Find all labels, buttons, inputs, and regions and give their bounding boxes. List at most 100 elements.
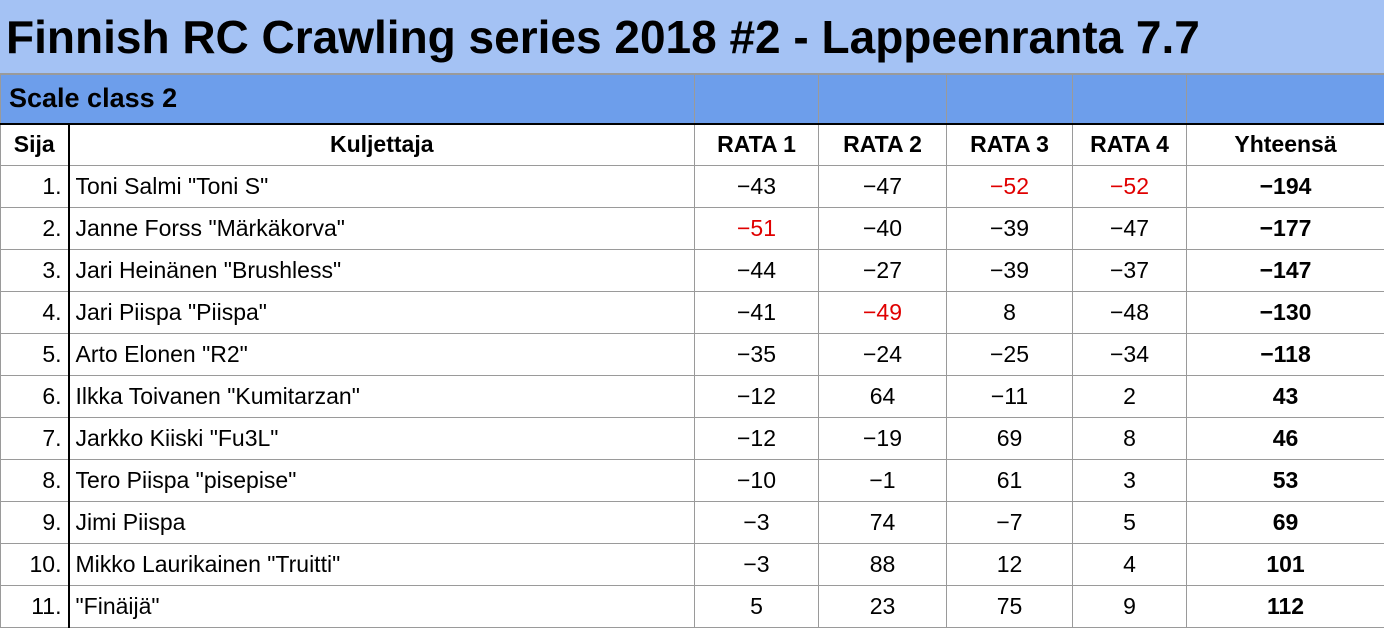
table-row: 1. Toni Salmi "Toni S" −43 −47 −52 −52 −194 bbox=[0, 165, 1384, 208]
driver-cell: Tero Piispa "pisepise" bbox=[68, 459, 695, 502]
driver-cell: Jarkko Kiiski "Fu3L" bbox=[68, 417, 695, 460]
class-row-cell bbox=[1072, 74, 1187, 125]
rata4-cell: 4 bbox=[1072, 543, 1187, 586]
total-cell: −177 bbox=[1186, 207, 1384, 250]
rata3-cell: 61 bbox=[946, 459, 1073, 502]
position-cell: 6. bbox=[0, 375, 70, 418]
position-cell: 2. bbox=[0, 207, 70, 250]
rata4-cell: 3 bbox=[1072, 459, 1187, 502]
position-cell: 10. bbox=[0, 543, 70, 586]
position-cell: 4. bbox=[0, 291, 70, 334]
results-table: Scale class 2 Sija Kuljettaja RATA 1 RAT… bbox=[0, 74, 1384, 628]
header-driver: Kuljettaja bbox=[68, 123, 695, 166]
class-row-cell bbox=[946, 74, 1073, 125]
class-row-cell bbox=[1186, 74, 1384, 125]
rata4-cell: 2 bbox=[1072, 375, 1187, 418]
total-cell: 46 bbox=[1186, 417, 1384, 460]
rata1-cell: −41 bbox=[694, 291, 819, 334]
column-header-row: Sija Kuljettaja RATA 1 RATA 2 RATA 3 RAT… bbox=[0, 123, 1384, 166]
rata1-cell: −12 bbox=[694, 375, 819, 418]
header-rata1: RATA 1 bbox=[694, 123, 819, 166]
class-row-cell bbox=[694, 74, 819, 125]
position-cell: 3. bbox=[0, 249, 70, 292]
driver-cell: Jimi Piispa bbox=[68, 501, 695, 544]
table-row: 3. Jari Heinänen "Brushless" −44 −27 −39 −37−… bbox=[0, 249, 1384, 292]
rata4-cell: 5 bbox=[1072, 501, 1187, 544]
total-cell: 53 bbox=[1186, 459, 1384, 502]
rata3-cell: 12 bbox=[946, 543, 1073, 586]
total-cell: −147 bbox=[1186, 249, 1384, 292]
rata1-cell: −3 bbox=[694, 543, 819, 586]
header-rata4: RATA 4 bbox=[1072, 123, 1187, 166]
rata3-cell: 8 bbox=[946, 291, 1073, 334]
rata1-cell: −12 bbox=[694, 417, 819, 460]
rata2-cell: 23 bbox=[818, 585, 947, 628]
rata2-cell: −19 bbox=[818, 417, 947, 460]
total-cell: 112 bbox=[1186, 585, 1384, 628]
rata1-cell: −10 bbox=[694, 459, 819, 502]
driver-cell: "Finäijä" bbox=[68, 585, 695, 628]
rata2-cell: 64 bbox=[818, 375, 947, 418]
rata4-cell: −52 bbox=[1072, 165, 1187, 208]
rata1-cell: −35 bbox=[694, 333, 819, 376]
table-row: 7. Jarkko Kiiski "Fu3L" −12 −19 69 8 46 bbox=[0, 417, 1384, 460]
driver-cell: Toni Salmi "Toni S" bbox=[68, 165, 695, 208]
rata4-cell: −48 bbox=[1072, 291, 1187, 334]
rata1-cell: −43 bbox=[694, 165, 819, 208]
rata3-cell: −11 bbox=[946, 375, 1073, 418]
position-cell: 5. bbox=[0, 333, 70, 376]
total-cell: −118 bbox=[1186, 333, 1384, 376]
driver-cell: Mikko Laurikainen "Truitti" bbox=[68, 543, 695, 586]
total-cell: 69 bbox=[1186, 501, 1384, 544]
rata3-cell: −25 bbox=[946, 333, 1073, 376]
rata2-cell: −47 bbox=[818, 165, 947, 208]
rata1-cell: −51 bbox=[694, 207, 819, 250]
rata4-cell: −47 bbox=[1072, 207, 1187, 250]
rata4-cell: 8 bbox=[1072, 417, 1187, 460]
header-total: Yhteensä bbox=[1186, 123, 1384, 166]
table-row: 10. Mikko Laurikainen "Truitti" −3 88 12 4 101 bbox=[0, 543, 1384, 586]
rata3-cell: −7 bbox=[946, 501, 1073, 544]
rata2-cell: −1 bbox=[818, 459, 947, 502]
rata4-cell: −37 bbox=[1072, 249, 1187, 292]
total-cell: −194 bbox=[1186, 165, 1384, 208]
class-row-cell bbox=[818, 74, 947, 125]
position-cell: 8. bbox=[0, 459, 70, 502]
rata4-cell: 9 bbox=[1072, 585, 1187, 628]
rata3-cell: −39 bbox=[946, 207, 1073, 250]
header-rata3: RATA 3 bbox=[946, 123, 1073, 166]
rata2-cell: −40 bbox=[818, 207, 947, 250]
rata2-cell: 88 bbox=[818, 543, 947, 586]
rata3-cell: 75 bbox=[946, 585, 1073, 628]
driver-cell: Arto Elonen "R2" bbox=[68, 333, 695, 376]
total-cell: 43 bbox=[1186, 375, 1384, 418]
table-row: 9. Jimi Piispa −3 74 −7 5 69 bbox=[0, 501, 1384, 544]
rata3-cell: −39 bbox=[946, 249, 1073, 292]
rata4-cell: −34 bbox=[1072, 333, 1187, 376]
driver-cell: Jari Heinänen "Brushless" bbox=[68, 249, 695, 292]
header-position: Sija bbox=[0, 123, 70, 166]
position-cell: 11. bbox=[0, 585, 70, 628]
rata2-cell: −49 bbox=[818, 291, 947, 334]
rata1-cell: −44 bbox=[694, 249, 819, 292]
rata2-cell: −24 bbox=[818, 333, 947, 376]
driver-cell: Jari Piispa "Piispa" bbox=[68, 291, 695, 334]
total-cell: 101 bbox=[1186, 543, 1384, 586]
position-cell: 9. bbox=[0, 501, 70, 544]
driver-cell: Janne Forss "Märkäkorva" bbox=[68, 207, 695, 250]
table-row: 8. Tero Piispa "pisepise" −10 −1 61 3 53 bbox=[0, 459, 1384, 502]
rata2-cell: −27 bbox=[818, 249, 947, 292]
rata3-cell: 69 bbox=[946, 417, 1073, 460]
rata1-cell: −3 bbox=[694, 501, 819, 544]
sheet-title: Finnish RC Crawling series 2018 #2 - Lap… bbox=[0, 0, 1384, 74]
total-cell: −130 bbox=[1186, 291, 1384, 334]
position-cell: 1. bbox=[0, 165, 70, 208]
table-row: 6. Ilkka Toivanen "Kumitarzan" −12 64 −11 2 43 bbox=[0, 375, 1384, 418]
table-row: 11. "Finäijä" 5 23 75 9 112 bbox=[0, 585, 1384, 628]
class-label: Scale class 2 bbox=[0, 74, 695, 125]
rata3-cell: −52 bbox=[946, 165, 1073, 208]
rata2-cell: 74 bbox=[818, 501, 947, 544]
header-rata2: RATA 2 bbox=[818, 123, 947, 166]
driver-cell: Ilkka Toivanen "Kumitarzan" bbox=[68, 375, 695, 418]
